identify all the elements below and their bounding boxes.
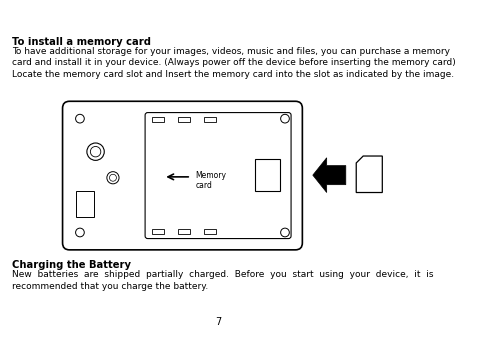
- Circle shape: [87, 143, 104, 161]
- Bar: [256, 159, 280, 191]
- Circle shape: [75, 228, 85, 237]
- Circle shape: [75, 114, 85, 123]
- Text: Memory
card: Memory card: [196, 171, 226, 190]
- Polygon shape: [313, 158, 346, 193]
- Bar: [76, 191, 94, 217]
- FancyBboxPatch shape: [145, 113, 291, 239]
- Circle shape: [107, 172, 119, 184]
- Bar: [204, 229, 216, 234]
- Text: To have additional storage for your images, videos, music and files, you can pur: To have additional storage for your imag…: [12, 46, 456, 79]
- Bar: [204, 117, 216, 122]
- Text: New  batteries  are  shipped  partially  charged.  Before  you  start  using  yo: New batteries are shipped partially char…: [12, 270, 434, 291]
- Circle shape: [281, 228, 289, 237]
- Bar: [178, 117, 190, 122]
- Bar: [152, 229, 164, 234]
- FancyBboxPatch shape: [62, 101, 302, 250]
- Text: 7: 7: [215, 317, 221, 327]
- Text: To install a memory card: To install a memory card: [12, 37, 151, 47]
- Circle shape: [110, 174, 116, 181]
- Circle shape: [91, 147, 101, 157]
- Polygon shape: [356, 156, 382, 193]
- Text: Charging the Battery: Charging the Battery: [12, 260, 131, 270]
- Bar: [152, 117, 164, 122]
- Bar: [178, 229, 190, 234]
- Circle shape: [281, 114, 289, 123]
